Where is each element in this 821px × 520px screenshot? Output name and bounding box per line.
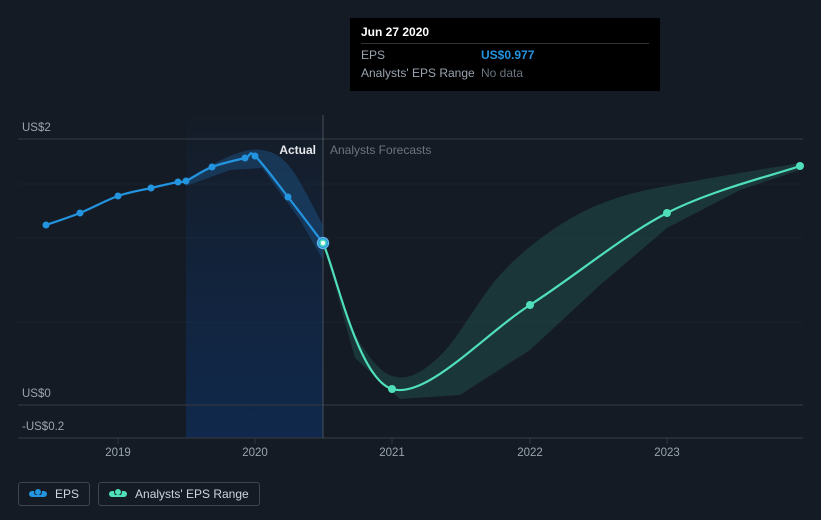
legend-swatch xyxy=(109,491,127,497)
svg-text:US$2: US$2 xyxy=(22,122,51,134)
tooltip-row: Analysts' EPS RangeNo data xyxy=(361,62,649,80)
tooltip-row-value: No data xyxy=(481,66,523,80)
legend-label: EPS xyxy=(55,487,79,501)
legend-item[interactable]: EPS xyxy=(18,482,90,506)
svg-text:2021: 2021 xyxy=(379,447,405,459)
tooltip-row-value: US$0.977 xyxy=(481,48,534,62)
svg-text:2023: 2023 xyxy=(654,447,680,459)
svg-text:US$0: US$0 xyxy=(22,388,51,400)
legend-label: Analysts' EPS Range xyxy=(135,487,249,501)
svg-text:2022: 2022 xyxy=(517,447,543,459)
svg-text:2020: 2020 xyxy=(242,447,268,459)
legend-swatch xyxy=(29,491,47,497)
tooltip-date: Jun 27 2020 xyxy=(361,25,649,44)
section-label-actual: Actual xyxy=(279,143,316,157)
section-label-forecast: Analysts Forecasts xyxy=(330,143,431,157)
tooltip-row: EPSUS$0.977 xyxy=(361,44,649,62)
chart-tooltip: Jun 27 2020 EPSUS$0.977Analysts' EPS Ran… xyxy=(350,18,660,91)
chart-legend: EPS Analysts' EPS Range xyxy=(18,482,260,506)
tooltip-row-label: EPS xyxy=(361,48,481,62)
legend-item[interactable]: Analysts' EPS Range xyxy=(98,482,260,506)
svg-text:2019: 2019 xyxy=(105,447,131,459)
tooltip-row-label: Analysts' EPS Range xyxy=(361,66,481,80)
svg-text:-US$0.2: -US$0.2 xyxy=(22,421,64,433)
